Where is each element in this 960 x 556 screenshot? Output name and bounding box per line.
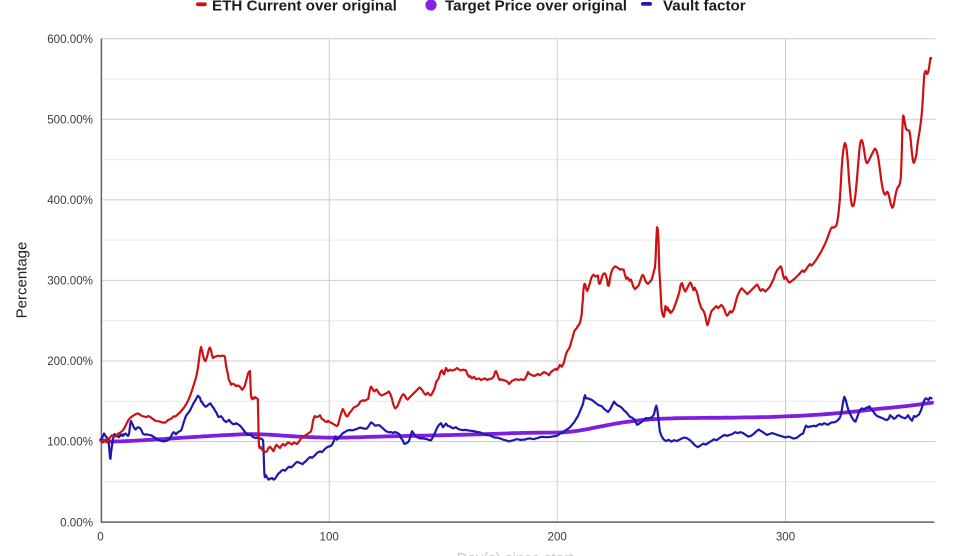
svg-text:300: 300	[776, 531, 795, 544]
svg-text:600.00%: 600.00%	[47, 33, 93, 46]
svg-text:Target Price over original: Target Price over original	[445, 0, 627, 15]
svg-text:200: 200	[548, 531, 567, 544]
svg-text:100.00%: 100.00%	[47, 436, 93, 449]
svg-text:200.00%: 200.00%	[47, 355, 93, 368]
svg-text:500.00%: 500.00%	[47, 114, 93, 127]
svg-text:ETH Current over original: ETH Current over original	[212, 0, 397, 15]
svg-text:Vault factor: Vault factor	[663, 0, 746, 15]
svg-text:Percentage: Percentage	[14, 242, 31, 319]
svg-text:100: 100	[320, 531, 339, 544]
svg-text:0.00%: 0.00%	[60, 516, 93, 529]
svg-text:Day(s) since start: Day(s) since start	[457, 550, 575, 556]
svg-text:400.00%: 400.00%	[47, 194, 93, 207]
svg-text:300.00%: 300.00%	[47, 275, 93, 288]
svg-text:0: 0	[97, 531, 103, 544]
